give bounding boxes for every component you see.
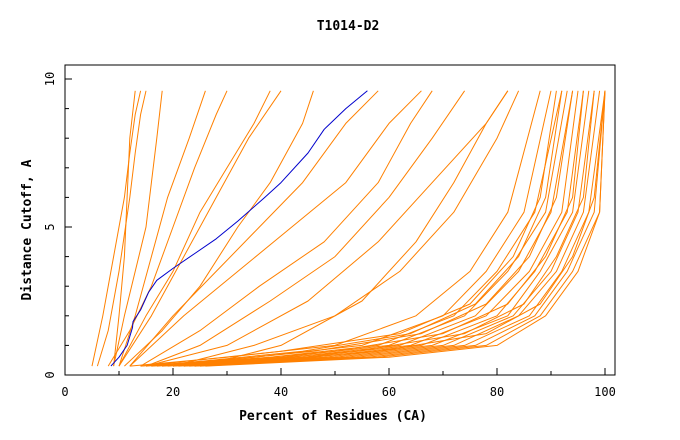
series-line-6 (107, 90, 228, 367)
series-line-23 (167, 90, 584, 367)
series-line-3 (113, 90, 136, 367)
y-tick-label: 5 (43, 223, 57, 230)
ticks-layer: 0 20 40 60 80 100 0 5 10 (43, 72, 616, 399)
series-line-11 (129, 90, 422, 367)
series-line-2 (96, 90, 147, 367)
series-line-36 (194, 90, 606, 367)
x-tick-label: 100 (594, 385, 616, 399)
x-tick-label: 20 (166, 385, 180, 399)
x-tick-label: 60 (382, 385, 396, 399)
series-line-10 (129, 90, 379, 367)
series-layer (91, 90, 606, 367)
x-tick-label: 80 (490, 385, 504, 399)
series-line-13 (145, 90, 466, 367)
series-line-4 (113, 90, 163, 367)
series-line-9 (124, 90, 314, 367)
series-line-7 (118, 90, 271, 367)
series-line-15 (172, 90, 520, 367)
highlight-series-line (110, 90, 368, 367)
series-line-8 (118, 90, 282, 367)
chart-title: T1014-D2 (317, 19, 380, 34)
series-line-28 (194, 90, 606, 367)
series-line-34 (172, 90, 584, 367)
series-line-16 (199, 90, 509, 367)
y-tick-label: 0 (43, 371, 57, 378)
series-line-25 (178, 90, 595, 367)
x-axis-label: Percent of Residues (CA) (239, 409, 427, 424)
series-line-20 (151, 90, 568, 367)
x-tick-label: 0 (61, 385, 68, 399)
series-line-24 (172, 90, 590, 367)
series-line-31 (140, 90, 557, 367)
series-line-35 (183, 90, 595, 367)
series-line-18 (140, 90, 552, 367)
x-tick-label: 40 (274, 385, 288, 399)
y-axis-label: Distance Cutoff, A (20, 159, 35, 300)
series-line-1 (91, 90, 142, 367)
series-line-32 (151, 90, 563, 367)
plot-frame (64, 64, 616, 376)
y-tick-label: 10 (43, 72, 57, 86)
series-line-33 (162, 90, 574, 367)
series-line-30 (205, 90, 606, 367)
series-line-29 (199, 90, 606, 367)
series-line-12 (140, 90, 433, 367)
